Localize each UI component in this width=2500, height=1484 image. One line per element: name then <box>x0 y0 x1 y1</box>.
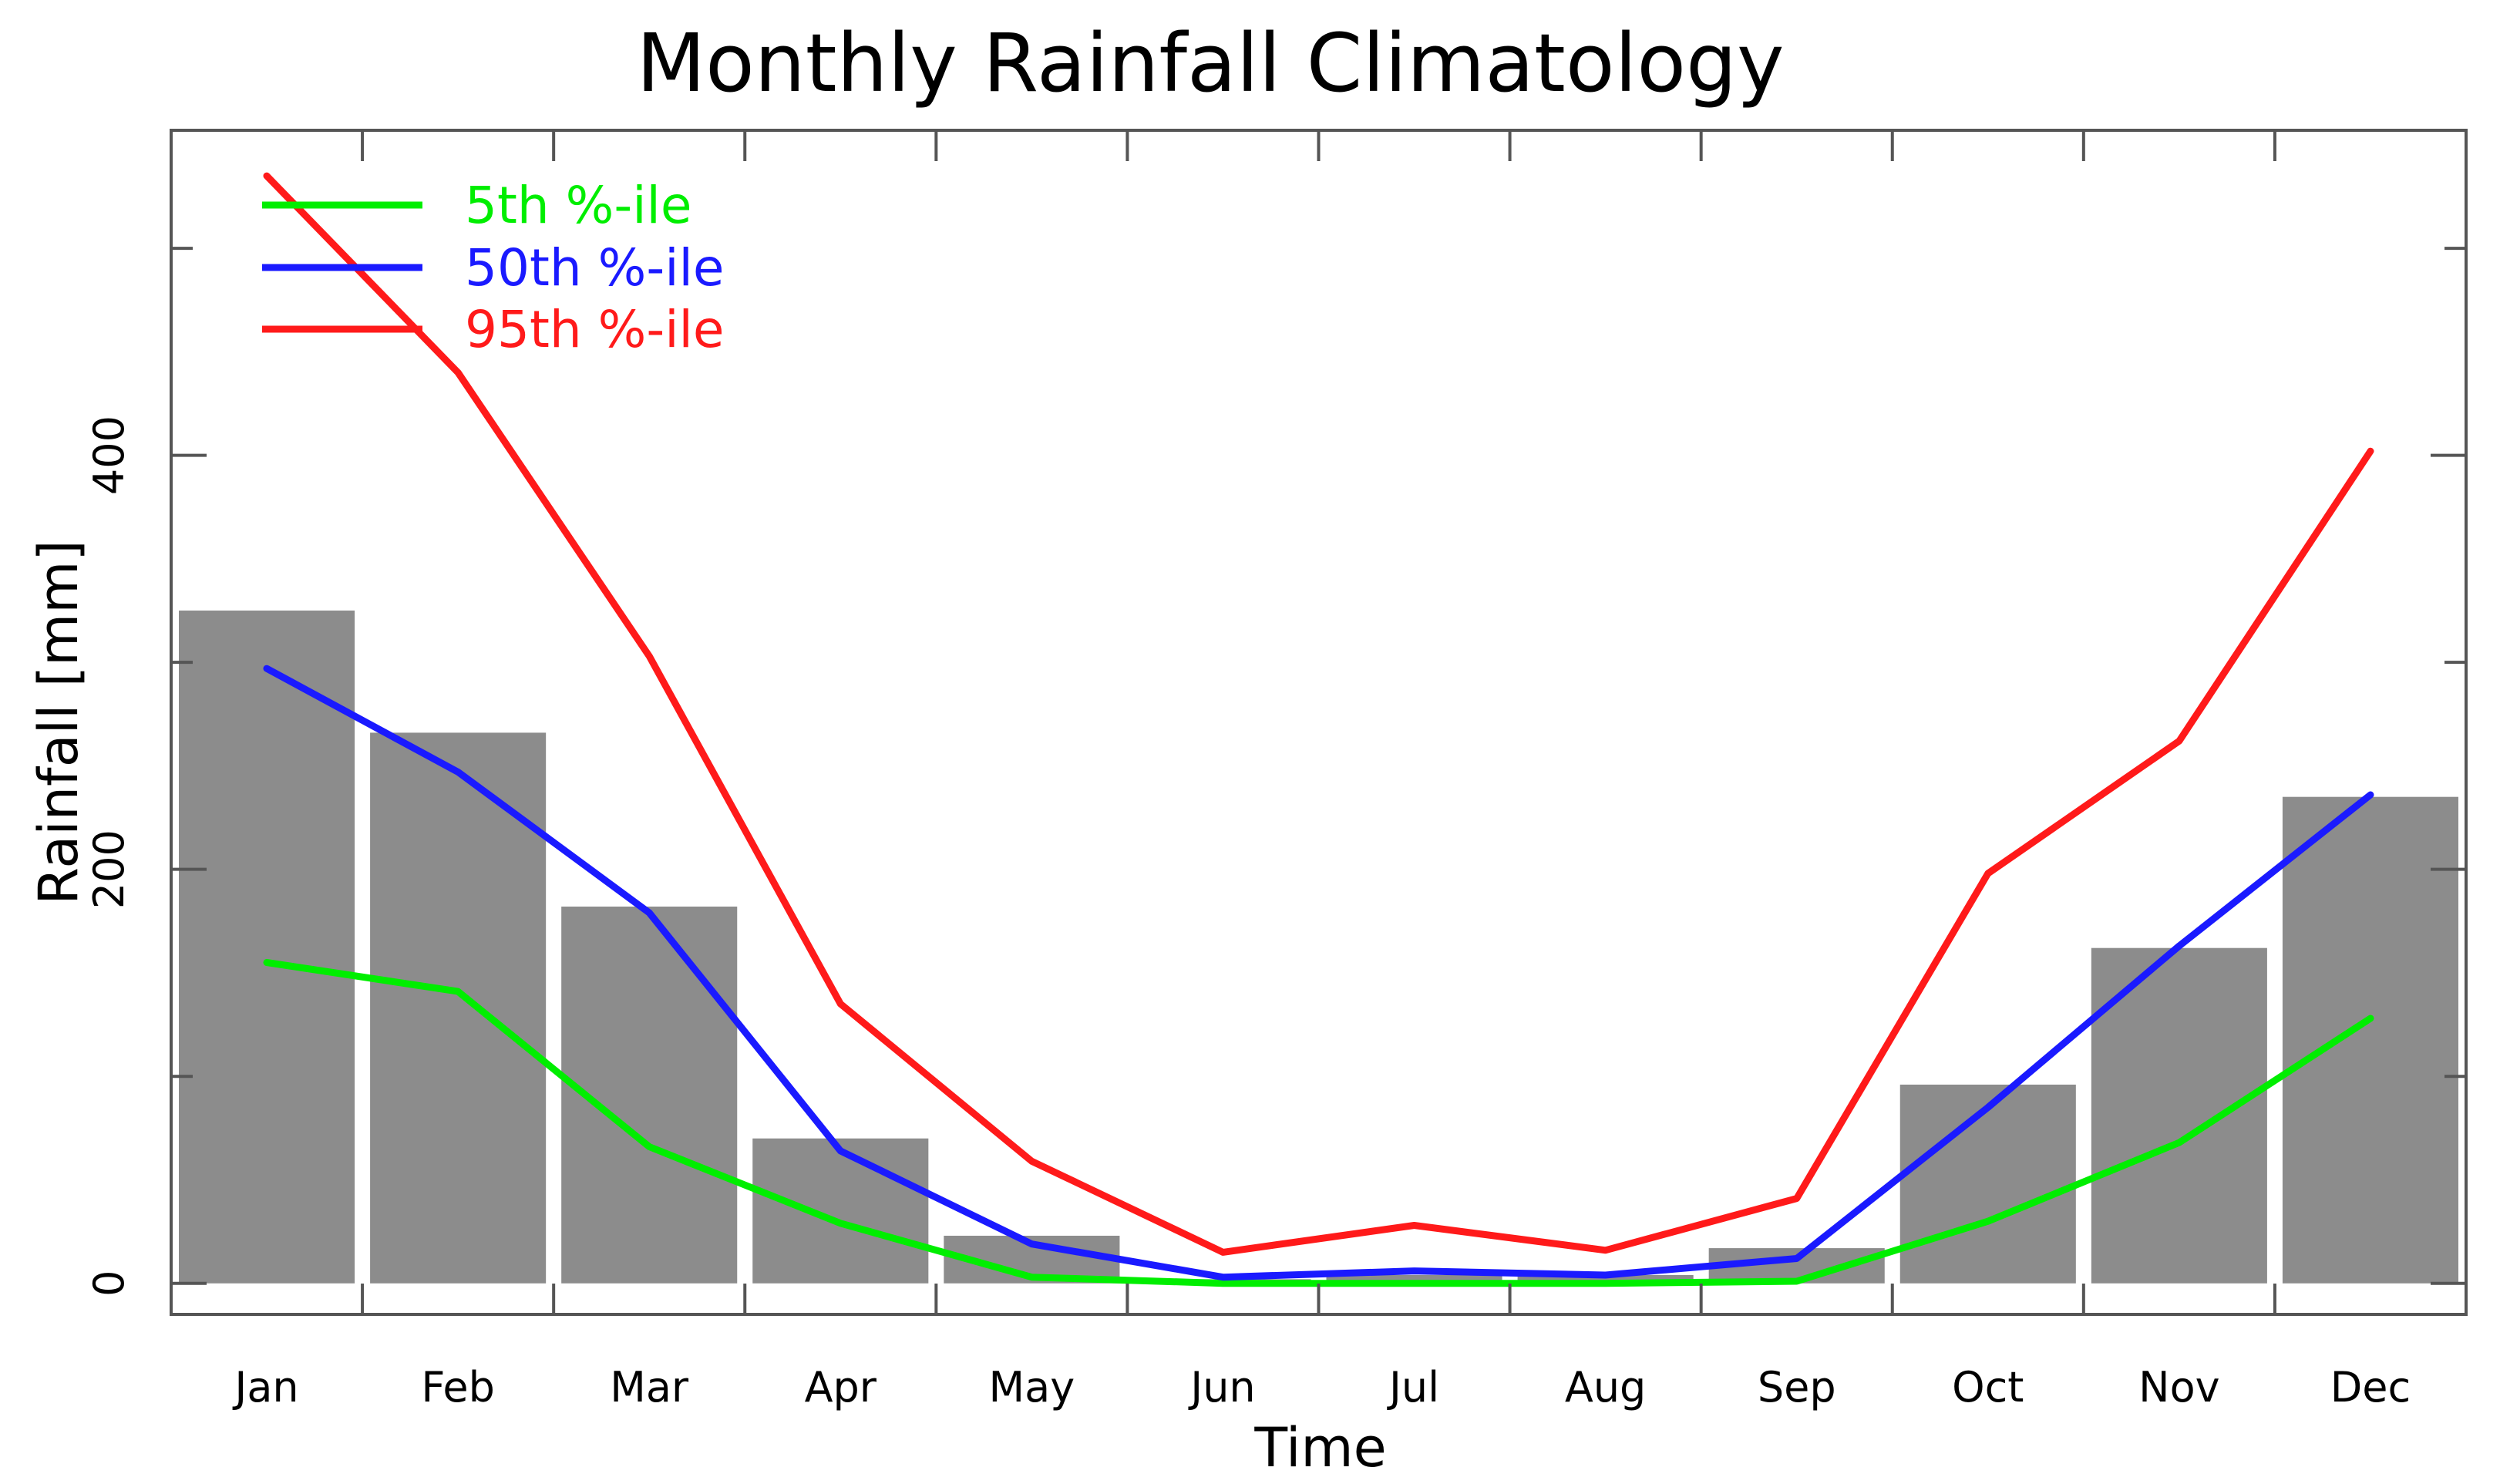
x-tick-label-sep: Sep <box>1758 1363 1836 1412</box>
x-tick-labels: Jan Feb Mar Apr May Jun Jul Aug Sep Oct Nov Dec <box>232 1363 2411 1412</box>
x-tick-label-jun: Jun <box>1188 1363 1255 1412</box>
legend-label-2: 95th %-ile <box>465 300 724 359</box>
bar-nov <box>2091 947 2267 1284</box>
bar-feb <box>370 732 547 1284</box>
x-tick-label-jan: Jan <box>232 1363 298 1412</box>
x-tick-label-aug: Aug <box>1565 1363 1646 1412</box>
series-line-0 <box>263 959 2374 1287</box>
x-tick-label-feb: Feb <box>421 1363 495 1412</box>
lines-layer <box>263 172 2374 1287</box>
x-tick-label-oct: Oct <box>1952 1363 2024 1412</box>
bar-apr <box>752 1138 929 1284</box>
x-tick-label-apr: Apr <box>805 1363 877 1412</box>
series-line-2 <box>263 172 2374 1256</box>
x-tick-label-mar: Mar <box>610 1363 689 1412</box>
y-axis-label: Rainfall [mm] <box>27 540 90 905</box>
y-tick-label-0: 0 <box>85 1270 133 1297</box>
x-tick-label-nov: Nov <box>2138 1363 2219 1412</box>
bar-dec <box>2282 796 2458 1284</box>
x-tick-label-dec: Dec <box>2330 1363 2411 1412</box>
bar-oct <box>1899 1084 2076 1284</box>
y-tick-label-200: 200 <box>85 829 133 909</box>
bar-aug <box>1517 1274 1694 1284</box>
chart-title: Monthly Rainfall Climatology <box>636 16 1784 110</box>
legend-label-1: 50th %-ile <box>465 238 724 298</box>
x-tick-label-may: May <box>989 1363 1075 1412</box>
bar-jan <box>179 610 355 1284</box>
bar-jul <box>1326 1274 1502 1284</box>
x-axis-label: Time <box>1253 1416 1386 1479</box>
bars-layer <box>179 610 2458 1284</box>
series-line-1 <box>263 665 2374 1281</box>
x-tick-label-jul: Jul <box>1387 1363 1439 1412</box>
legend-label-0: 5th %-ile <box>465 176 692 235</box>
y-tick-label-400: 400 <box>85 416 133 495</box>
y-tick-labels: 0 200 400 <box>85 416 133 1297</box>
ticks-layer <box>170 130 2468 1314</box>
